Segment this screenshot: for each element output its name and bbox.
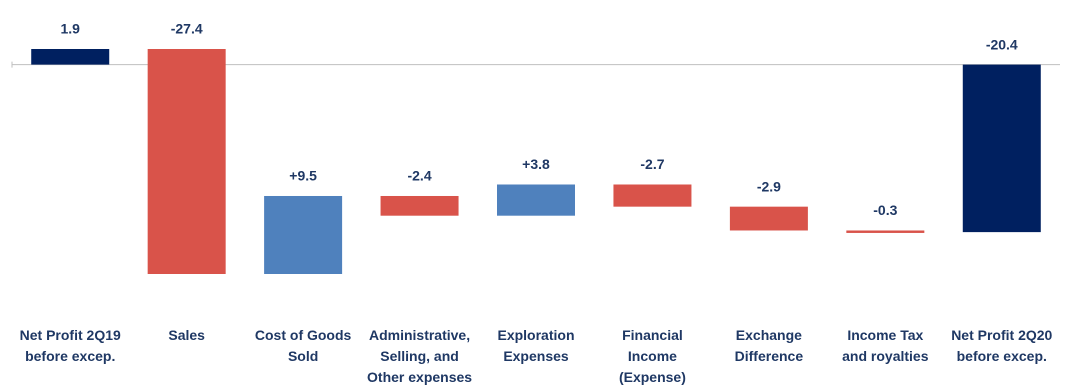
category-label: Income Tax and royalties (842, 327, 929, 364)
bar (147, 49, 226, 274)
category-label: Sales (168, 327, 205, 343)
category-label: Exploration Expenses (497, 327, 575, 364)
category-label: Net Profit 2Q20 before excep. (951, 327, 1053, 364)
bar (962, 64, 1041, 233)
category-label: Cost of Goods Sold (254, 327, 352, 364)
bar (846, 230, 925, 233)
value-label: 1.9 (60, 21, 80, 37)
bar (31, 49, 110, 65)
value-label: -2.4 (407, 168, 431, 184)
category-label: Exchange Difference (734, 327, 804, 364)
value-label: -0.3 (873, 202, 897, 218)
category-label: Financial Income (Expense) (618, 327, 686, 385)
value-label: -2.7 (640, 156, 664, 172)
bar (264, 195, 343, 274)
value-label: +3.8 (522, 156, 550, 172)
value-label: -2.9 (757, 178, 781, 194)
bar (729, 206, 808, 231)
value-label: +9.5 (289, 168, 317, 184)
bar (613, 184, 692, 207)
bar (380, 195, 459, 216)
category-label: Administrative, Selling, and Other expen… (367, 327, 473, 385)
value-label: -20.4 (986, 36, 1018, 52)
bar (497, 184, 575, 216)
category-label: Net Profit 2Q19 before excep. (19, 327, 121, 364)
value-label: -27.4 (171, 21, 203, 37)
